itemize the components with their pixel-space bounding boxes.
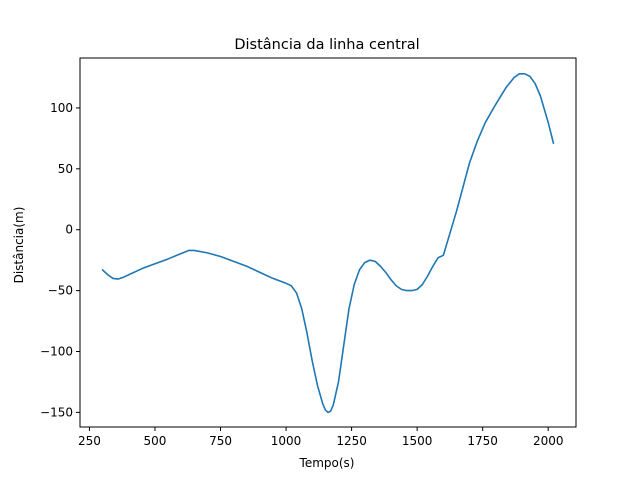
x-tick-label: 1500: [402, 434, 433, 448]
y-tick-label: 100: [50, 101, 73, 115]
series-line-0: [101, 73, 555, 414]
x-tick-label: 250: [78, 434, 101, 448]
x-tick-label: 500: [144, 434, 167, 448]
y-axis-title: Distância(m): [12, 207, 26, 284]
x-tick-label: 2000: [533, 434, 564, 448]
x-tick-label: 750: [209, 434, 232, 448]
y-tick-label: 50: [58, 162, 73, 176]
y-tick-label: −50: [48, 284, 73, 298]
x-tick-label: 1000: [271, 434, 302, 448]
x-tick-label: 1750: [467, 434, 498, 448]
chart-title: Distância da linha central: [234, 37, 419, 53]
plot-layer: [101, 73, 555, 414]
axes-frame: [79, 57, 577, 428]
y-tick-label: −100: [40, 344, 73, 358]
y-tick-label: −150: [40, 405, 73, 419]
y-tick-label: 0: [65, 223, 73, 237]
axes-layer: 250 500 750 1000 1250 1500 1750 2000−150−100−50…: [40, 57, 577, 448]
x-tick-label: 1250: [336, 434, 367, 448]
x-axis-title: Tempo(s): [299, 456, 355, 470]
